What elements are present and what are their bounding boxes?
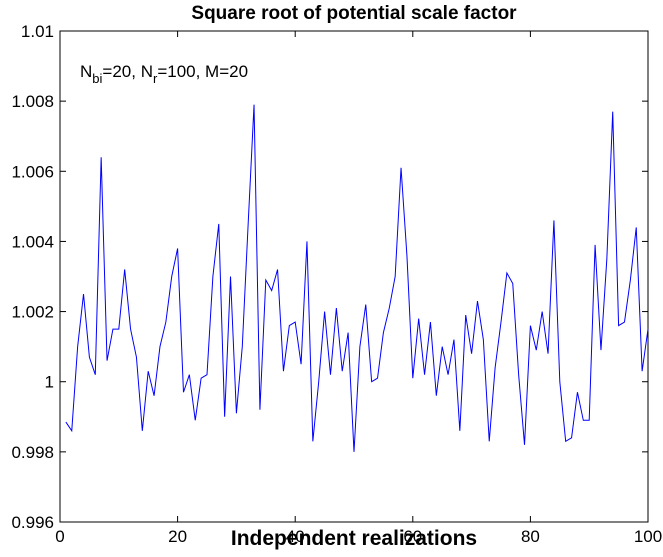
y-tick-label: 1	[45, 373, 54, 392]
x-axis-label: Independent realizations	[231, 527, 477, 550]
y-tick-label: 1.006	[11, 162, 54, 181]
annotation-part: r	[153, 71, 158, 86]
chart-title: Square root of potential scale factor	[191, 3, 517, 24]
data-line	[65, 104, 649, 452]
plot-frame	[59, 30, 649, 523]
annotation: Nbi=20, Nr=100, M=20	[80, 62, 248, 86]
x-tick-label: 60	[403, 527, 422, 546]
x-tick-label: 0	[55, 527, 64, 546]
x-tick-label: 40	[286, 527, 305, 546]
annotation-part: =100, M=20	[157, 62, 248, 81]
annotation-part: =20, N	[102, 62, 153, 81]
y-tick-label: 1.008	[11, 92, 54, 111]
x-tick-label: 80	[521, 527, 540, 546]
x-tick-label: 100	[634, 527, 662, 546]
x-tick-label: 20	[168, 527, 187, 546]
y-tick-label: 0.998	[11, 443, 54, 462]
y-tick-label: 1.004	[11, 232, 54, 251]
y-tick-label: 1.002	[11, 303, 54, 322]
annotation-part: N	[80, 62, 92, 81]
annotation-part: bi	[92, 71, 102, 86]
y-tick-label: 1.01	[21, 22, 54, 41]
y-tick-label: 0.996	[11, 513, 54, 532]
